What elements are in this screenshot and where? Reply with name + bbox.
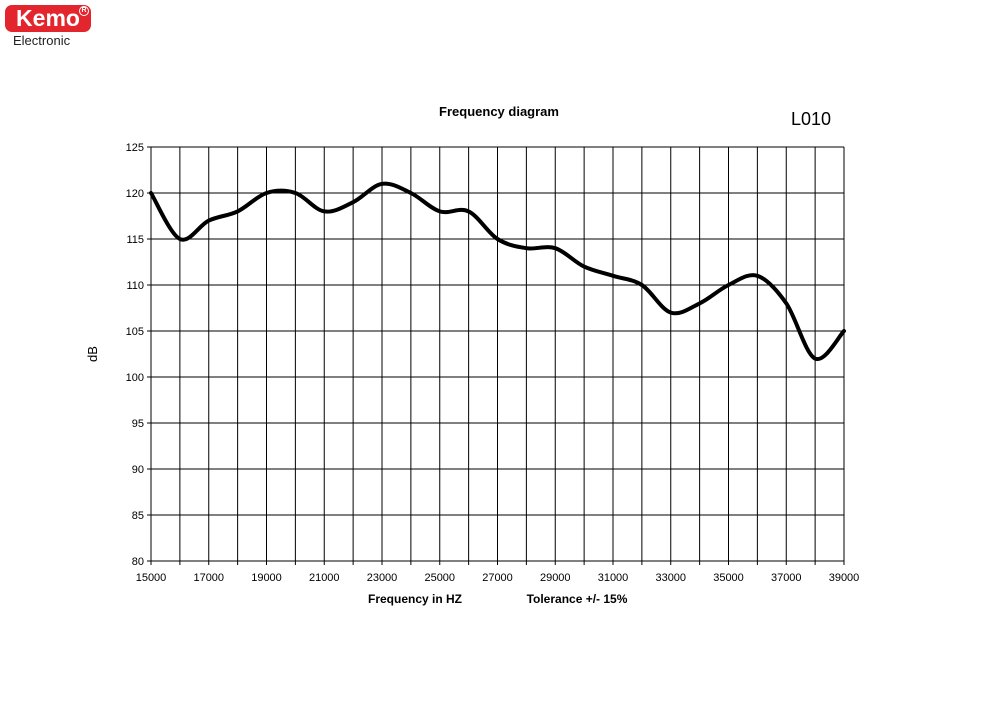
x-tick-label: 15000 (136, 572, 167, 584)
x-tick-label: 29000 (540, 572, 571, 584)
model-label: L010 (791, 109, 831, 129)
logo-subtitle: Electronic (13, 33, 71, 48)
y-tick-label: 80 (132, 556, 144, 568)
y-tick-label: 120 (126, 188, 144, 200)
chart-ticks: 80 85 90 95 100 105 110 115 120 125 15000 17000 1900… (126, 142, 860, 584)
x-tick-label: 27000 (482, 572, 513, 584)
chart-grid (151, 146, 844, 561)
y-tick-label: 110 (126, 280, 144, 292)
y-tick-label: 115 (126, 234, 144, 246)
y-axis-label: dB (85, 346, 100, 362)
frequency-response-line (149, 181, 846, 361)
x-tick-label: 37000 (771, 572, 802, 584)
logo-brand: Kemo (16, 5, 80, 31)
y-tick-label: 105 (126, 326, 144, 338)
y-tick-label: 95 (132, 418, 144, 430)
x-tick-label: 25000 (424, 572, 455, 584)
x-tick-label: 17000 (193, 572, 224, 584)
y-tick-label: 125 (126, 142, 144, 154)
kemo-logo: Kemo R Electronic (5, 5, 93, 48)
x-tick-label: 33000 (655, 572, 686, 584)
y-tick-label: 85 (132, 510, 144, 522)
x-tick-label: 39000 (829, 572, 860, 584)
x-tick-label: 21000 (309, 572, 340, 584)
logo-badge: Kemo R (5, 5, 91, 32)
y-tick-label: 100 (126, 372, 144, 384)
x-axis-label: Frequency in HZ (368, 592, 462, 606)
chart-title: Frequency diagram (439, 104, 559, 119)
tolerance-note: Tolerance +/- 15% (527, 592, 628, 606)
x-tick-label: 35000 (713, 572, 744, 584)
x-tick-label: 31000 (598, 572, 629, 584)
x-tick-label: 19000 (251, 572, 282, 584)
x-tick-label: 23000 (367, 572, 398, 584)
y-tick-label: 90 (132, 464, 144, 476)
registered-icon: R (79, 6, 89, 16)
